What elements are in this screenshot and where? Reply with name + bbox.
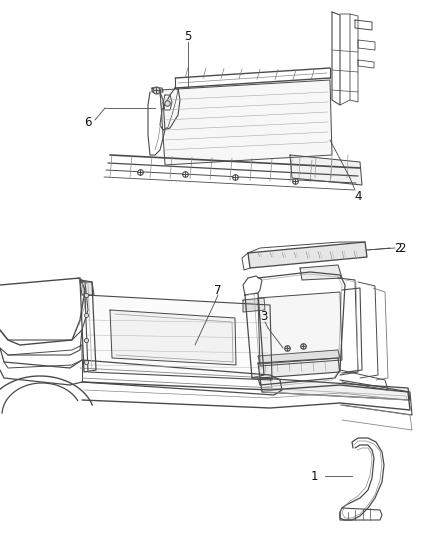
Polygon shape xyxy=(248,242,367,268)
Text: 7: 7 xyxy=(214,284,222,296)
Text: 6: 6 xyxy=(84,116,92,128)
Polygon shape xyxy=(258,358,340,378)
Text: 2: 2 xyxy=(394,241,402,254)
Text: 2: 2 xyxy=(398,241,406,254)
Polygon shape xyxy=(243,298,265,312)
Text: 1: 1 xyxy=(310,470,318,482)
Polygon shape xyxy=(258,350,340,364)
Polygon shape xyxy=(80,282,94,295)
Polygon shape xyxy=(85,295,272,380)
Text: 5: 5 xyxy=(184,29,192,43)
Polygon shape xyxy=(260,378,410,400)
Polygon shape xyxy=(110,310,236,365)
Polygon shape xyxy=(160,80,332,165)
Text: 3: 3 xyxy=(260,310,268,322)
Polygon shape xyxy=(300,265,342,280)
Polygon shape xyxy=(258,292,342,366)
Text: 4: 4 xyxy=(354,190,362,203)
Polygon shape xyxy=(290,155,362,185)
